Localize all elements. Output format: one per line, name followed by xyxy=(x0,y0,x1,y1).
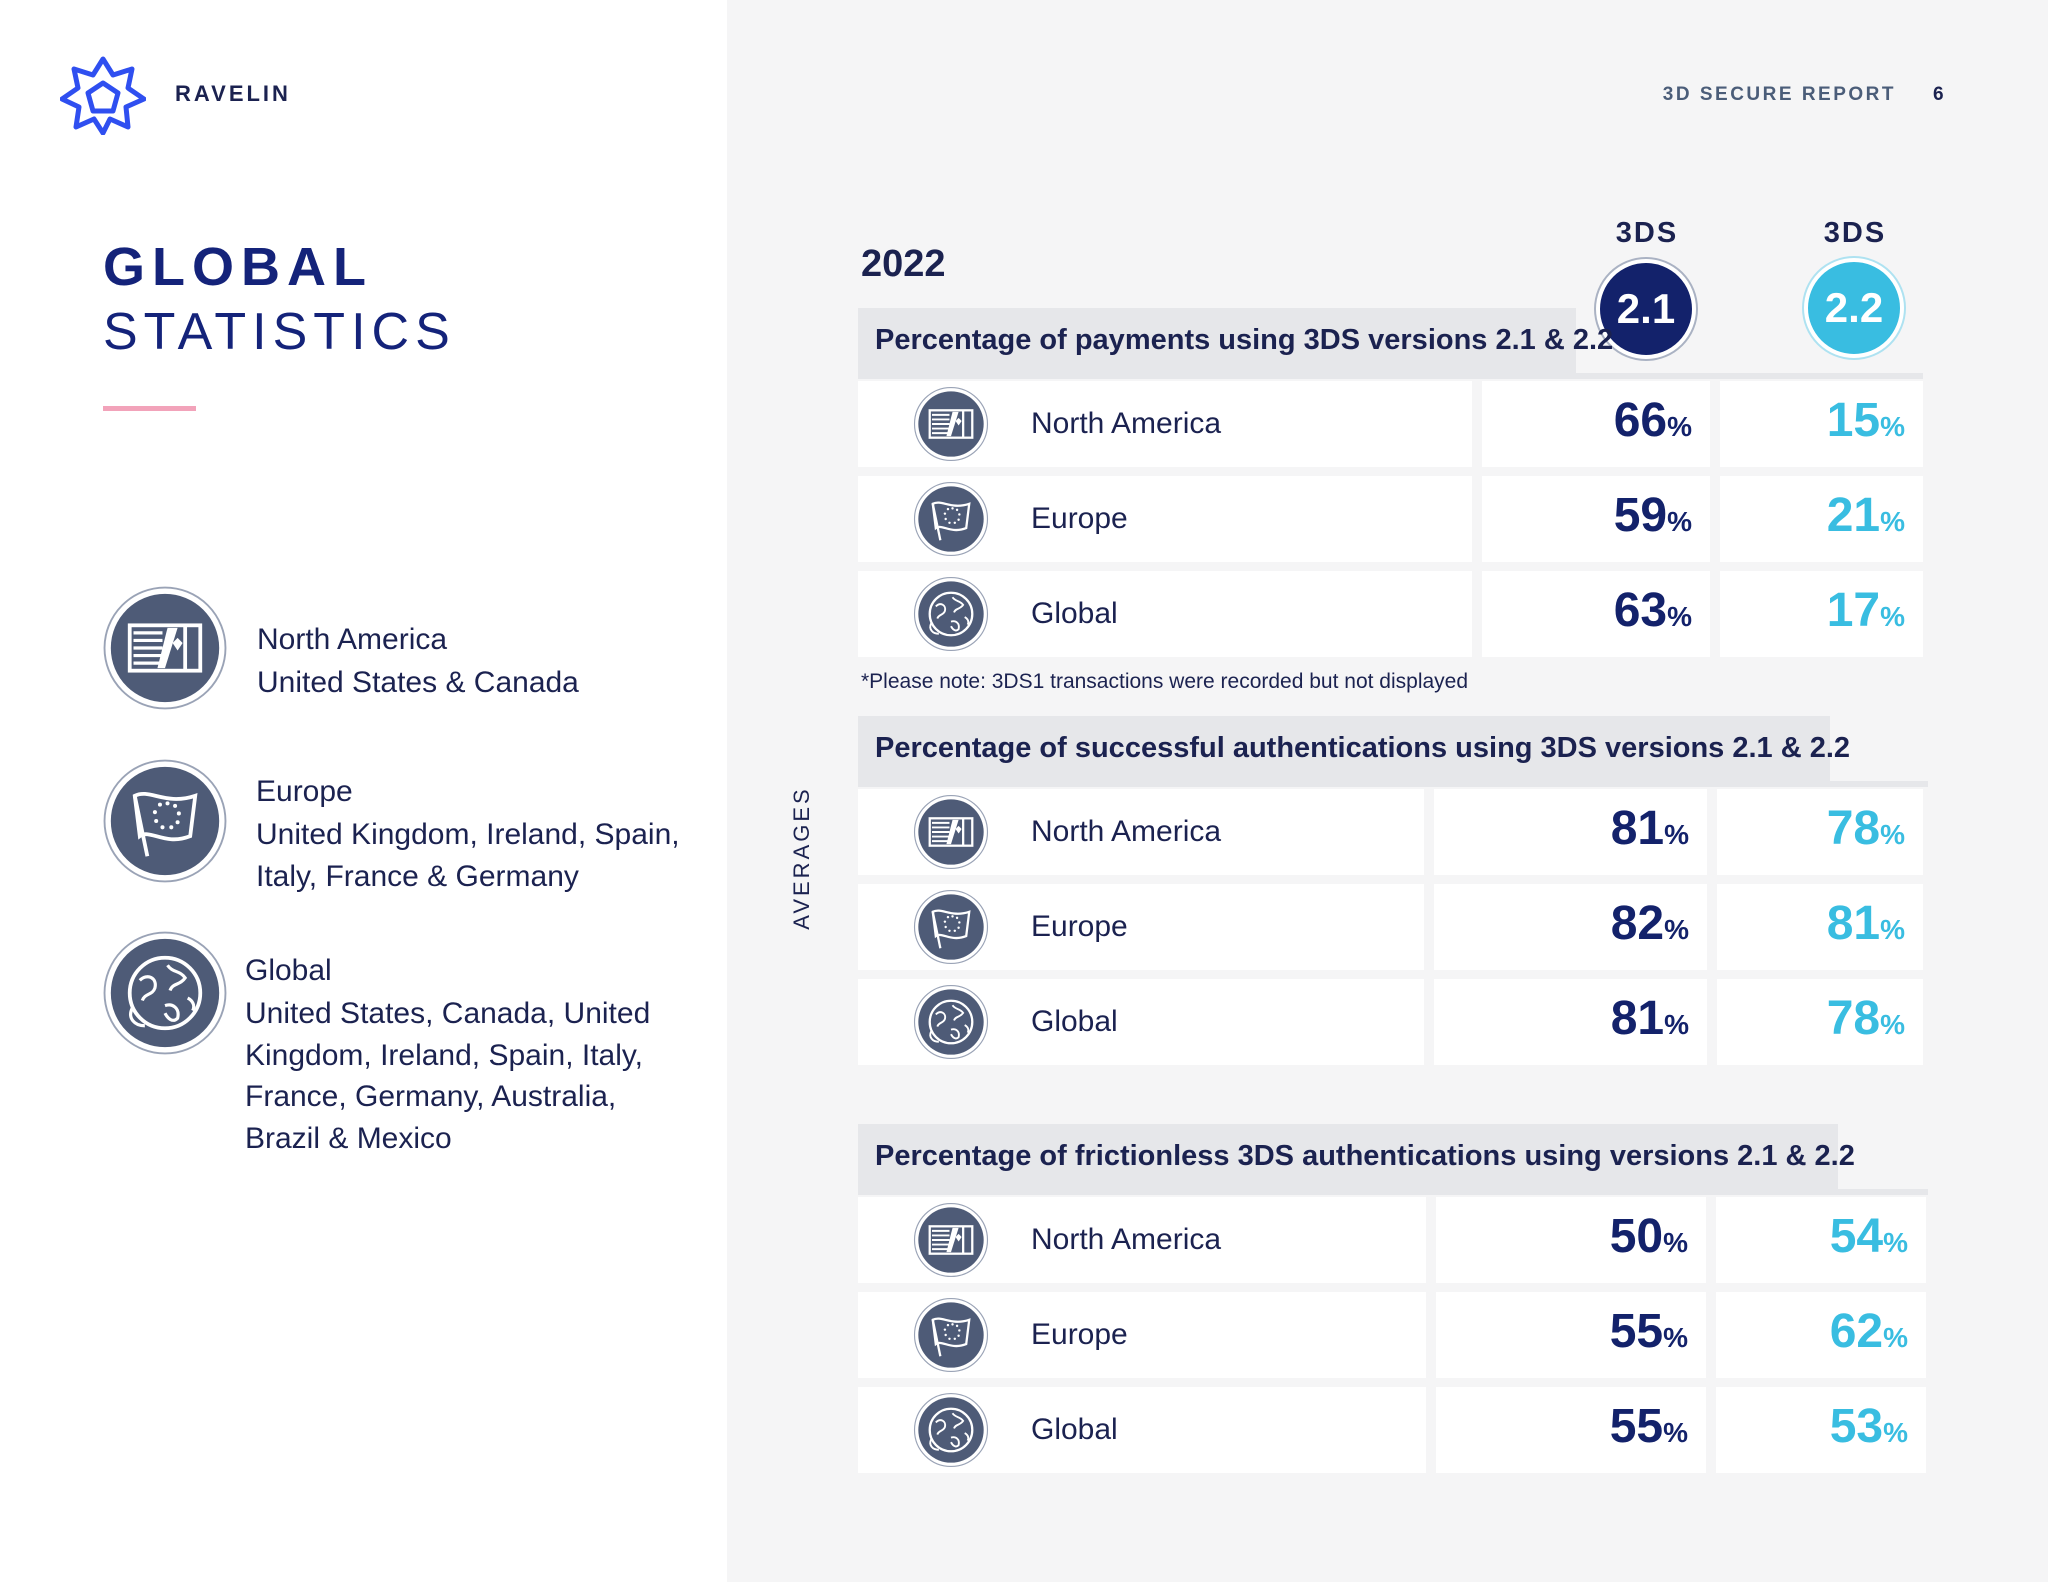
region-cell-north-america: North America xyxy=(858,789,1424,875)
legend-desc-europe: United Kingdom, Ireland, Spain, Italy, F… xyxy=(256,818,680,893)
section-header: Percentage of frictionless 3DS authentic… xyxy=(858,1124,1855,1192)
value-2-1: 81% xyxy=(1610,992,1689,1045)
value-cell-2-1: 50% xyxy=(1436,1197,1706,1283)
value-2-2: 78% xyxy=(1826,992,1905,1045)
region-name: North America xyxy=(1031,1223,1222,1256)
legend-title-global: Global xyxy=(245,954,332,987)
value-2-1: 59% xyxy=(1613,489,1692,542)
value-2-1: 82% xyxy=(1610,897,1689,950)
version-label-2-2: 3DS xyxy=(1823,217,1887,249)
report-title: 3D SECURE REPORT xyxy=(1662,84,1896,105)
value-cell-2-2: 78% xyxy=(1717,979,1923,1065)
value-2-2: 54% xyxy=(1829,1210,1908,1263)
region-name: Global xyxy=(1031,1005,1118,1038)
region-name: Global xyxy=(1031,597,1118,630)
title-divider xyxy=(103,406,196,411)
value-cell-2-2: 15% xyxy=(1720,381,1923,467)
legend-desc-north-america: United States & Canada xyxy=(257,666,579,699)
value-cell-2-1: 55% xyxy=(1436,1387,1706,1473)
value-2-2: 15% xyxy=(1826,394,1905,447)
us-canada-flag-icon xyxy=(102,585,228,711)
region-cell-europe: Europe xyxy=(858,884,1424,970)
region-cell-europe: Europe xyxy=(858,1292,1426,1378)
globe-icon xyxy=(913,984,989,1060)
legend-title-north-america: North America xyxy=(257,623,448,656)
globe-icon xyxy=(913,576,989,652)
region-name: Europe xyxy=(1031,1318,1128,1351)
value-2-2: 21% xyxy=(1826,489,1905,542)
value-cell-2-2: 21% xyxy=(1720,476,1923,562)
section-rule xyxy=(858,373,1923,379)
value-cell-2-2: 81% xyxy=(1717,884,1923,970)
region-name: North America xyxy=(1031,407,1222,440)
section-rule xyxy=(858,781,1928,787)
version-label-2-1: 3DS xyxy=(1615,217,1679,249)
value-2-1: 81% xyxy=(1610,802,1689,855)
value-cell-2-1: 55% xyxy=(1436,1292,1706,1378)
region-name: Europe xyxy=(1031,502,1128,535)
region-cell-north-america: North America xyxy=(858,381,1472,467)
us-canada-flag-icon xyxy=(913,794,989,870)
globe-icon xyxy=(913,1392,989,1468)
value-cell-2-2: 17% xyxy=(1720,571,1923,657)
page-number: 6 xyxy=(1933,84,1944,105)
section-title: Percentage of frictionless 3DS authentic… xyxy=(875,1140,1855,1172)
page-title-line2: STATISTICS xyxy=(103,303,456,361)
eu-flag-icon xyxy=(102,758,228,884)
value-2-2: 62% xyxy=(1829,1305,1908,1358)
region-name: Europe xyxy=(1031,910,1128,943)
ravelin-logo-icon xyxy=(60,56,146,135)
eu-flag-icon xyxy=(913,481,989,557)
value-cell-2-2: 78% xyxy=(1717,789,1923,875)
value-cell-2-1: 59% xyxy=(1482,476,1710,562)
value-cell-2-1: 63% xyxy=(1482,571,1710,657)
version-badge-2-1: 2.1 xyxy=(1596,259,1696,359)
legend-desc-global: United States, Canada, United Kingdom, I… xyxy=(245,997,651,1155)
region-cell-global: Global xyxy=(858,979,1424,1065)
section-header: Percentage of successful authentications… xyxy=(858,716,1850,784)
year-label: 2022 xyxy=(861,243,946,285)
section-title: Percentage of payments using 3DS version… xyxy=(875,324,1614,356)
footnote: *Please note: 3DS1 transactions were rec… xyxy=(861,670,1469,693)
us-canada-flag-icon xyxy=(913,386,989,462)
brand-name: RAVELIN xyxy=(175,81,291,106)
value-cell-2-2: 53% xyxy=(1716,1387,1926,1473)
page-title-line1: GLOBAL xyxy=(103,237,373,297)
value-2-1: 55% xyxy=(1609,1305,1688,1358)
value-cell-2-2: 54% xyxy=(1716,1197,1926,1283)
value-2-2: 81% xyxy=(1826,897,1905,950)
value-2-1: 50% xyxy=(1609,1210,1688,1263)
averages-label: AVERAGES xyxy=(789,786,814,930)
value-cell-2-1: 81% xyxy=(1434,979,1707,1065)
value-2-1: 55% xyxy=(1609,1400,1688,1453)
value-2-1: 63% xyxy=(1613,584,1692,637)
value-2-2: 17% xyxy=(1826,584,1905,637)
region-name: Global xyxy=(1031,1413,1118,1446)
value-2-2: 53% xyxy=(1829,1400,1908,1453)
region-cell-global: Global xyxy=(858,1387,1426,1473)
version-badge-2-2: 2.2 xyxy=(1804,258,1904,358)
region-cell-north-america: North America xyxy=(858,1197,1426,1283)
section-title: Percentage of successful authentications… xyxy=(875,732,1851,764)
legend-title-europe: Europe xyxy=(256,775,353,808)
region-cell-europe: Europe xyxy=(858,476,1472,562)
value-cell-2-1: 82% xyxy=(1434,884,1707,970)
region-cell-global: Global xyxy=(858,571,1472,657)
section-header: Percentage of payments using 3DS version… xyxy=(858,308,1613,376)
region-name: North America xyxy=(1031,815,1222,848)
us-canada-flag-icon xyxy=(913,1202,989,1278)
globe-icon xyxy=(102,930,228,1056)
value-cell-2-1: 81% xyxy=(1434,789,1707,875)
value-2-2: 78% xyxy=(1826,802,1905,855)
eu-flag-icon xyxy=(913,1297,989,1373)
eu-flag-icon xyxy=(913,889,989,965)
value-cell-2-2: 62% xyxy=(1716,1292,1926,1378)
value-2-1: 66% xyxy=(1613,394,1692,447)
section-rule xyxy=(858,1189,1928,1195)
value-cell-2-1: 66% xyxy=(1482,381,1710,467)
